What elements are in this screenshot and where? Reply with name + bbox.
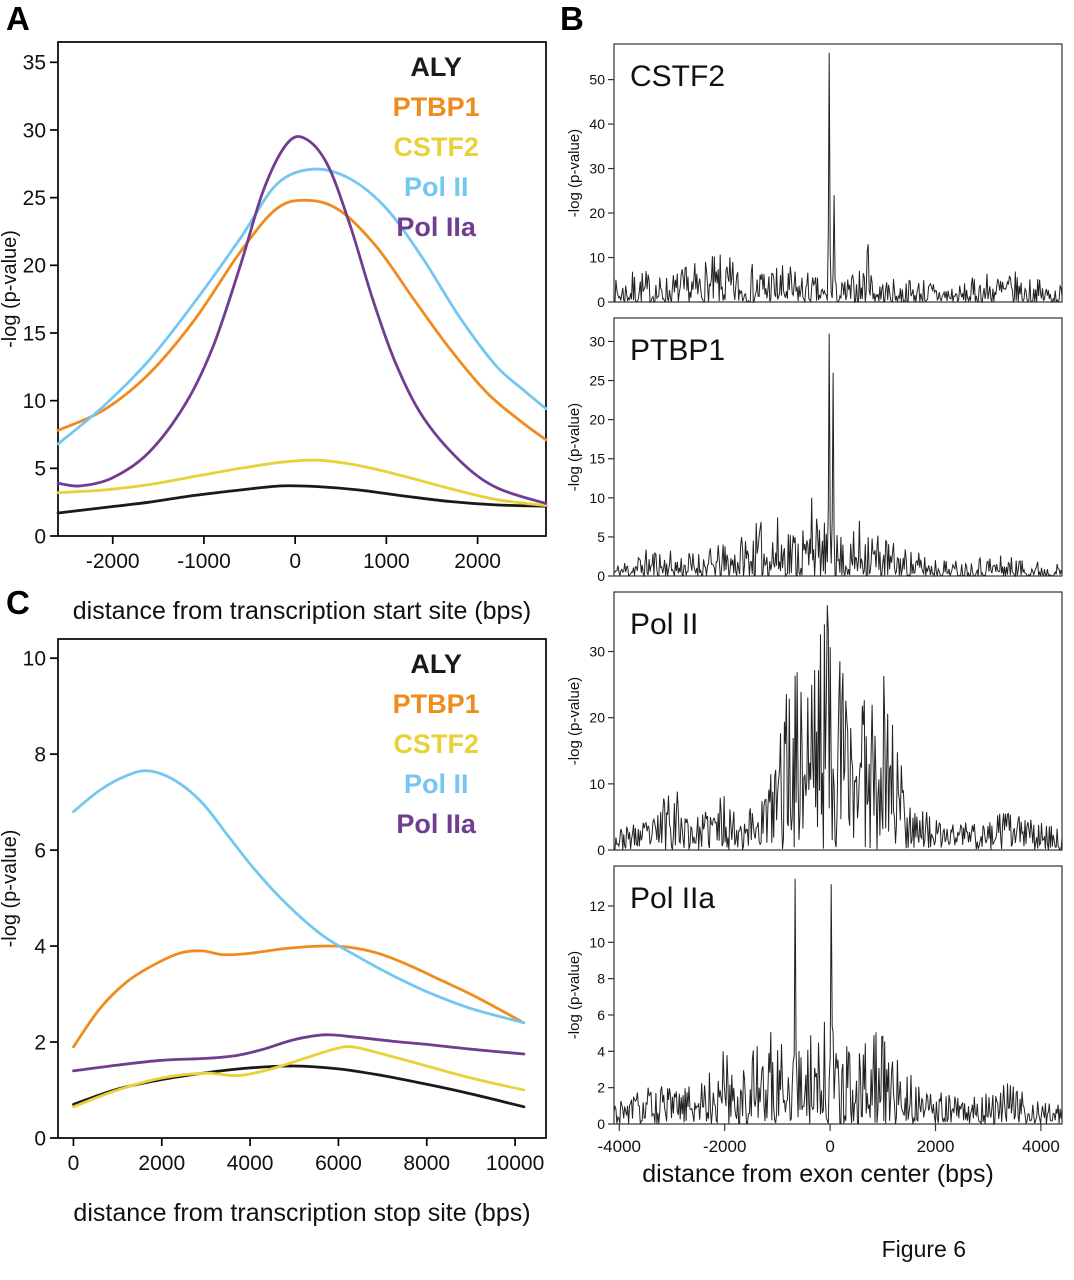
svg-text:50: 50 <box>589 72 605 88</box>
svg-text:CSTF2: CSTF2 <box>393 132 479 162</box>
panel-c-chart: 0 2000 4000 6000 8000 10000 0 2 4 6 8 10 distance fr… <box>0 638 547 1227</box>
svg-text:0: 0 <box>597 568 605 584</box>
svg-text:25: 25 <box>589 373 605 389</box>
svg-text:0: 0 <box>68 1152 80 1175</box>
svg-text:2000: 2000 <box>138 1152 185 1175</box>
panel-b-cstf2-chart: 0 10 20 30 40 50 -log (p-value) CSTF2 <box>566 43 1063 310</box>
svg-text:Pol II: Pol II <box>404 172 469 202</box>
panel-c-letter: C <box>6 584 30 621</box>
svg-text:6: 6 <box>34 840 46 863</box>
svg-text:CSTF2: CSTF2 <box>393 729 479 759</box>
svg-text:ALY: ALY <box>410 649 462 679</box>
svg-text:35: 35 <box>23 52 46 75</box>
svg-text:0: 0 <box>597 294 605 310</box>
svg-text:Pol IIa: Pol IIa <box>396 212 477 242</box>
svg-text:20: 20 <box>589 412 605 428</box>
svg-text:2: 2 <box>34 1031 46 1054</box>
svg-text:15: 15 <box>23 322 46 345</box>
panel-a-chart: -2000 -1000 0 1000 2000 0 5 10 15 20 25 30 35 distanc… <box>0 41 548 625</box>
svg-text:0: 0 <box>289 550 301 573</box>
svg-text:1000: 1000 <box>363 550 410 573</box>
svg-text:20: 20 <box>589 710 605 726</box>
svg-text:Pol II: Pol II <box>404 769 469 799</box>
svg-text:25: 25 <box>23 187 46 210</box>
svg-text:PTBP1: PTBP1 <box>393 689 480 719</box>
svg-text:4: 4 <box>34 935 46 958</box>
svg-text:-log (p-value): -log (p-value) <box>566 129 583 217</box>
svg-text:10: 10 <box>589 250 605 266</box>
panel-b-poliia-chart: 0 2 4 6 8 10 12 -4000 -2000 0 2000 4000 -log (p-valu… <box>566 865 1063 1156</box>
svg-text:2000: 2000 <box>917 1137 955 1156</box>
svg-text:15: 15 <box>589 451 605 467</box>
svg-text:Pol II: Pol II <box>630 608 698 641</box>
svg-text:ALY: ALY <box>410 52 462 82</box>
svg-text:30: 30 <box>23 119 46 142</box>
svg-text:-log (p-value): -log (p-value) <box>566 951 583 1039</box>
svg-text:6: 6 <box>597 1007 605 1023</box>
svg-text:-4000: -4000 <box>598 1137 641 1156</box>
svg-text:0: 0 <box>34 1127 46 1150</box>
svg-text:0: 0 <box>34 525 46 548</box>
svg-text:4000: 4000 <box>227 1152 274 1175</box>
svg-text:0: 0 <box>597 1116 605 1132</box>
svg-text:20: 20 <box>23 255 46 278</box>
svg-text:30: 30 <box>589 161 605 177</box>
svg-text:distance from transcription st: distance from transcription start site (… <box>73 597 532 625</box>
svg-text:Pol IIa: Pol IIa <box>630 882 715 915</box>
panel-b-ptbp1-chart: 0 5 10 15 20 25 30 -log (p-value) PTBP1 <box>566 317 1063 584</box>
svg-text:12: 12 <box>589 898 605 914</box>
svg-text:10: 10 <box>23 648 46 671</box>
svg-text:10000: 10000 <box>486 1152 544 1175</box>
svg-text:-2000: -2000 <box>86 550 140 573</box>
svg-text:-2000: -2000 <box>703 1137 746 1156</box>
panel-b-polii-chart: 0 10 20 30 -log (p-value) Pol II <box>566 591 1063 858</box>
svg-text:-log (p-value): -log (p-value) <box>0 230 21 348</box>
svg-text:-log (p-value): -log (p-value) <box>0 830 21 948</box>
svg-text:-1000: -1000 <box>177 550 231 573</box>
panel-a-letter: A <box>6 0 30 37</box>
svg-text:PTBP1: PTBP1 <box>393 92 480 122</box>
svg-text:8: 8 <box>597 971 605 987</box>
svg-text:PTBP1: PTBP1 <box>630 334 725 367</box>
svg-text:10: 10 <box>23 390 46 413</box>
svg-text:0: 0 <box>825 1137 834 1156</box>
svg-text:Pol IIa: Pol IIa <box>396 809 477 839</box>
svg-text:2: 2 <box>597 1080 605 1096</box>
svg-text:distance from transcription st: distance from transcription stop site (b… <box>73 1199 530 1227</box>
svg-text:10: 10 <box>589 934 605 950</box>
svg-text:6000: 6000 <box>315 1152 362 1175</box>
figure-caption: Figure 6 <box>881 1236 966 1262</box>
panel-b-x-axis-label: distance from exon center (bps) <box>642 1160 994 1188</box>
panel-b-letter: B <box>560 0 584 37</box>
svg-text:CSTF2: CSTF2 <box>630 60 725 93</box>
svg-text:8: 8 <box>34 744 46 767</box>
svg-text:2000: 2000 <box>454 550 501 573</box>
svg-text:-log (p-value): -log (p-value) <box>566 403 583 491</box>
svg-text:30: 30 <box>589 333 605 349</box>
svg-text:5: 5 <box>597 529 605 545</box>
svg-text:10: 10 <box>589 776 605 792</box>
svg-text:0: 0 <box>597 842 605 858</box>
svg-text:8000: 8000 <box>403 1152 450 1175</box>
svg-text:4000: 4000 <box>1022 1137 1060 1156</box>
svg-text:-log (p-value): -log (p-value) <box>566 677 583 765</box>
svg-text:5: 5 <box>34 458 46 481</box>
svg-text:30: 30 <box>589 644 605 660</box>
svg-text:10: 10 <box>589 490 605 506</box>
svg-text:40: 40 <box>589 116 605 132</box>
svg-text:4: 4 <box>597 1043 605 1059</box>
svg-text:20: 20 <box>589 205 605 221</box>
